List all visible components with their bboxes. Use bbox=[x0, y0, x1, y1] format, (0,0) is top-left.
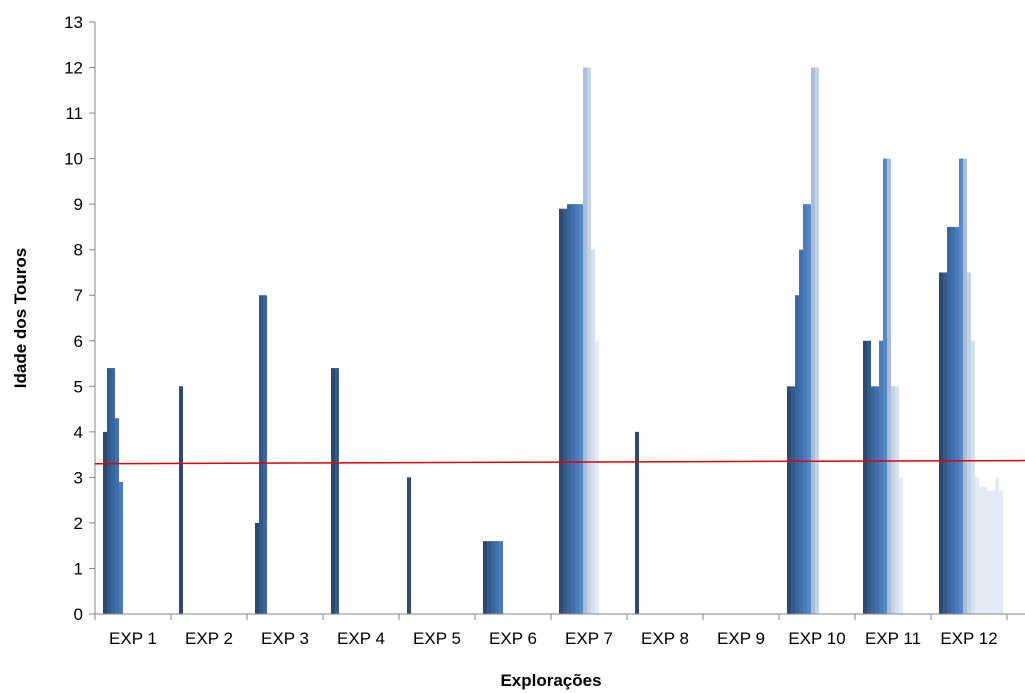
bar bbox=[983, 486, 987, 614]
bar bbox=[263, 295, 267, 614]
y-tick-label: 1 bbox=[74, 559, 83, 578]
bar bbox=[495, 541, 499, 614]
bar bbox=[487, 541, 491, 614]
bar bbox=[575, 204, 579, 614]
bar bbox=[999, 491, 1003, 614]
x-tick-label: EXP 8 bbox=[641, 629, 689, 648]
bar bbox=[107, 368, 111, 614]
x-tick-label: EXP 2 bbox=[185, 629, 233, 648]
bar bbox=[971, 340, 975, 614]
bar bbox=[879, 340, 883, 614]
bar bbox=[583, 67, 587, 615]
y-tick-label: 0 bbox=[74, 605, 83, 624]
bar bbox=[815, 67, 819, 615]
bar bbox=[963, 158, 967, 614]
bar bbox=[567, 204, 571, 614]
bar bbox=[559, 208, 563, 614]
bar bbox=[563, 208, 567, 614]
bar bbox=[111, 368, 115, 614]
bar bbox=[979, 486, 983, 614]
bar bbox=[119, 481, 123, 614]
x-tick-label: EXP 6 bbox=[489, 629, 537, 648]
y-tick-label: 8 bbox=[74, 241, 83, 260]
x-tick-label: EXP 1 bbox=[109, 629, 157, 648]
bar bbox=[887, 158, 891, 614]
bar bbox=[791, 386, 795, 614]
bar bbox=[967, 272, 971, 614]
bar bbox=[955, 226, 959, 614]
y-axis-title: Idade dos Touros bbox=[11, 248, 30, 388]
bar bbox=[867, 340, 871, 614]
bar bbox=[483, 541, 487, 614]
x-tick-label: EXP 5 bbox=[413, 629, 461, 648]
bar bbox=[255, 522, 259, 614]
bar bbox=[811, 67, 815, 615]
bar bbox=[943, 272, 947, 614]
bar bbox=[799, 249, 803, 614]
bar bbox=[987, 491, 991, 614]
bar bbox=[499, 541, 503, 614]
bar bbox=[103, 431, 107, 614]
y-tick-label: 4 bbox=[74, 423, 83, 442]
x-tick-label: EXP 9 bbox=[717, 629, 765, 648]
bar bbox=[875, 386, 879, 614]
bar bbox=[883, 158, 887, 614]
x-tick-label: EXP 4 bbox=[337, 629, 385, 648]
bar bbox=[803, 204, 807, 614]
bar bbox=[939, 272, 943, 614]
bar bbox=[787, 386, 791, 614]
bar bbox=[863, 340, 867, 614]
bar bbox=[591, 249, 595, 614]
y-tick-label: 10 bbox=[64, 150, 83, 169]
bar bbox=[807, 204, 811, 614]
bar bbox=[407, 477, 411, 614]
bar bbox=[491, 541, 495, 614]
y-tick-label: 2 bbox=[74, 514, 83, 533]
x-tick-label: EXP 3 bbox=[261, 629, 309, 648]
bar bbox=[331, 368, 335, 614]
bar bbox=[991, 491, 995, 614]
bar bbox=[947, 226, 951, 614]
bar bbox=[259, 295, 263, 614]
y-tick-label: 12 bbox=[64, 59, 83, 78]
bar bbox=[795, 295, 799, 614]
bar bbox=[975, 477, 979, 614]
reference-line bbox=[94, 459, 1025, 465]
bar bbox=[635, 431, 639, 614]
bar bbox=[891, 386, 895, 614]
bar bbox=[571, 204, 575, 614]
y-tick-label: 13 bbox=[64, 13, 83, 32]
x-axis-title: Explorações bbox=[500, 671, 601, 690]
bar bbox=[335, 368, 339, 614]
x-axis-tick-labels: EXP 1 EXP 2 EXP 3 EXP 4 EXP 5 EXP 6 EXP 7 EXP 8… bbox=[94, 614, 1008, 648]
bar bbox=[179, 386, 183, 614]
y-tick-label: 3 bbox=[74, 468, 83, 487]
bar bbox=[115, 418, 119, 614]
x-tick-label: EXP 10 bbox=[788, 629, 845, 648]
x-tick-label: EXP 7 bbox=[565, 629, 613, 648]
bar bbox=[995, 477, 999, 614]
bar bbox=[587, 67, 591, 615]
x-tick-label: EXP 12 bbox=[940, 629, 997, 648]
bar bbox=[899, 477, 903, 614]
bar bbox=[595, 340, 599, 614]
y-tick-label: 7 bbox=[74, 286, 83, 305]
x-tick-label: EXP 11 bbox=[865, 629, 921, 648]
bar bbox=[579, 204, 583, 614]
y-tick-label: 6 bbox=[74, 332, 83, 351]
bar bbox=[959, 158, 963, 614]
y-tick-label: 5 bbox=[74, 377, 83, 396]
bar bbox=[895, 386, 899, 614]
bar bbox=[871, 386, 875, 614]
y-tick-label: 11 bbox=[65, 104, 83, 123]
bar bbox=[951, 226, 955, 614]
y-tick-label: 9 bbox=[74, 195, 83, 214]
bars bbox=[103, 67, 1003, 615]
